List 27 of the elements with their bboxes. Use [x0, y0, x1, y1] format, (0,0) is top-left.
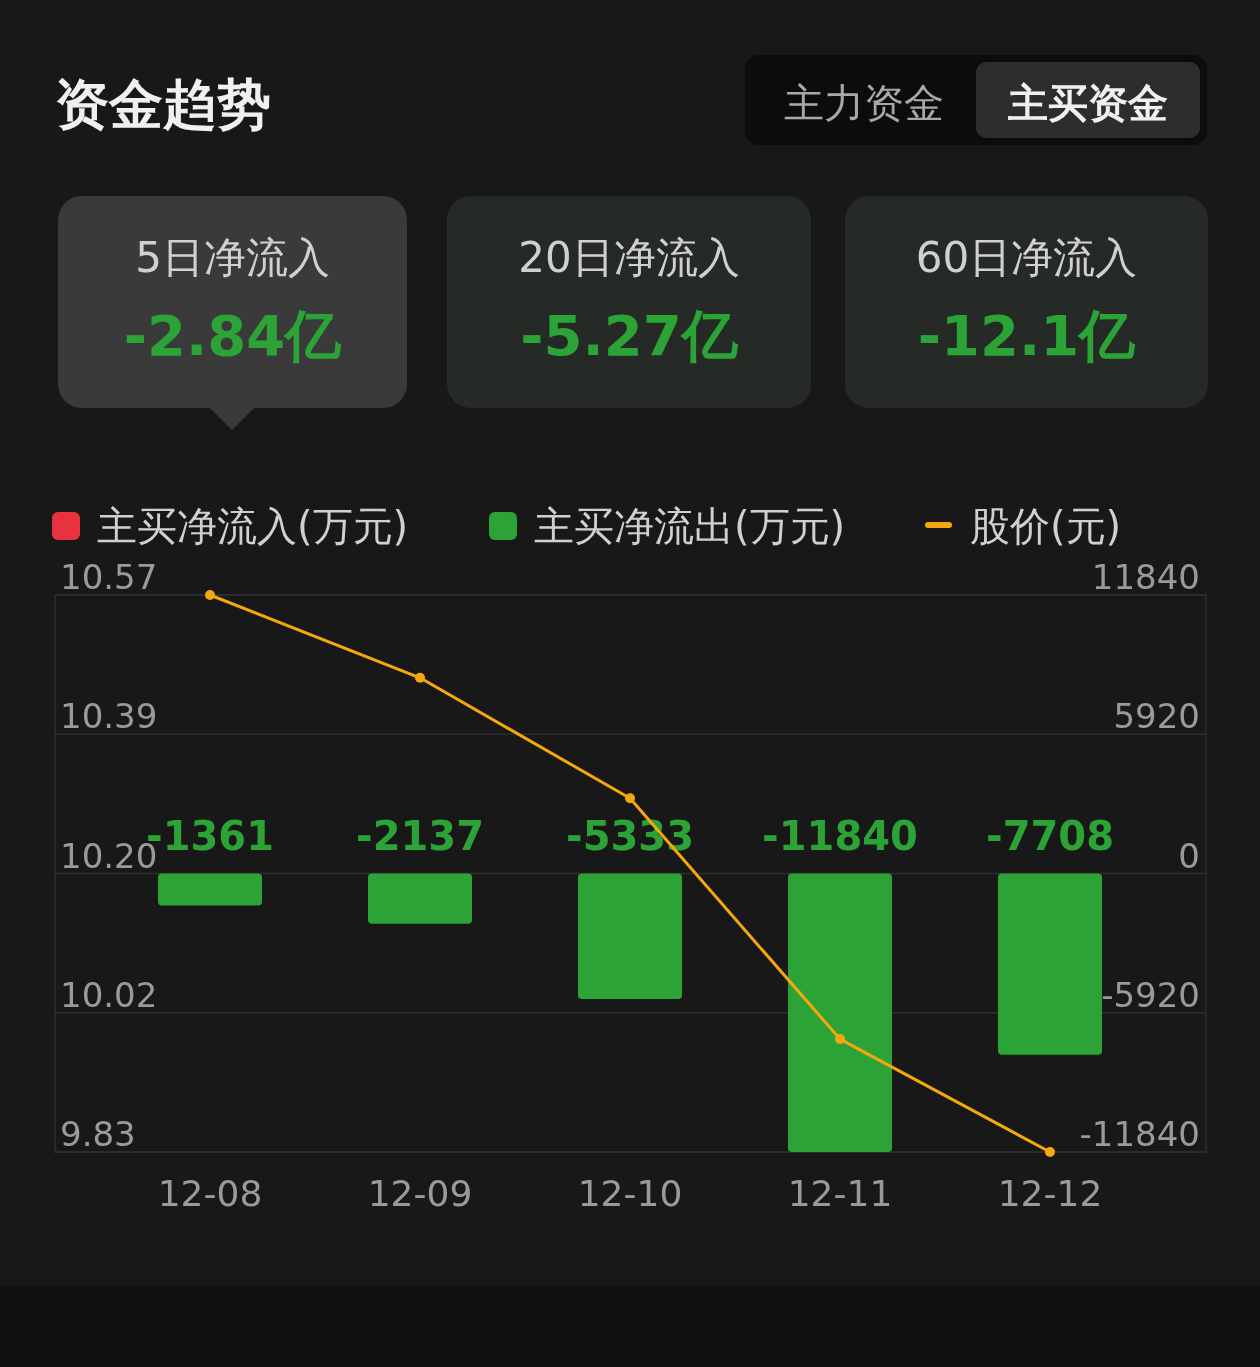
text: 5日净流入: [135, 233, 330, 282]
text: 60日净流入: [915, 233, 1138, 282]
y-tick-label: 10.39: [60, 696, 158, 737]
data-label: -11840: [762, 812, 918, 859]
y2-tick-label: 0: [1178, 835, 1200, 876]
text: 主力资金: [784, 80, 944, 126]
y-tick-label: 10.57: [60, 557, 158, 597]
chart-title: 资金趋势: [55, 73, 271, 136]
data-label: -2137: [356, 812, 484, 859]
text: 20日净流入: [518, 233, 740, 282]
y-tick-label: 10.02: [60, 974, 158, 1015]
y2-tick-label: -5920: [1101, 974, 1200, 1015]
x-tick-label: 12-11: [787, 1173, 893, 1214]
data-label: -7708: [986, 812, 1114, 859]
y-tick-label: 9.83: [60, 1114, 136, 1154]
y2-tick-label: -11840: [1079, 1114, 1200, 1154]
y2-tick-label: 11840: [1091, 557, 1200, 597]
x-tick-label: 12-09: [367, 1173, 473, 1214]
text: -5.27亿: [520, 303, 739, 368]
x-tick-label: 12-12: [997, 1173, 1103, 1214]
y2-tick-label: 5920: [1113, 696, 1200, 737]
text: 主买资金: [1007, 80, 1168, 126]
text: -12.1亿: [917, 303, 1137, 368]
x-tick-label: 12-10: [577, 1173, 683, 1214]
text: -2.84亿: [123, 303, 343, 368]
legend-label: 股价(元): [970, 503, 1122, 549]
x-tick-label: 12-08: [157, 1173, 263, 1214]
